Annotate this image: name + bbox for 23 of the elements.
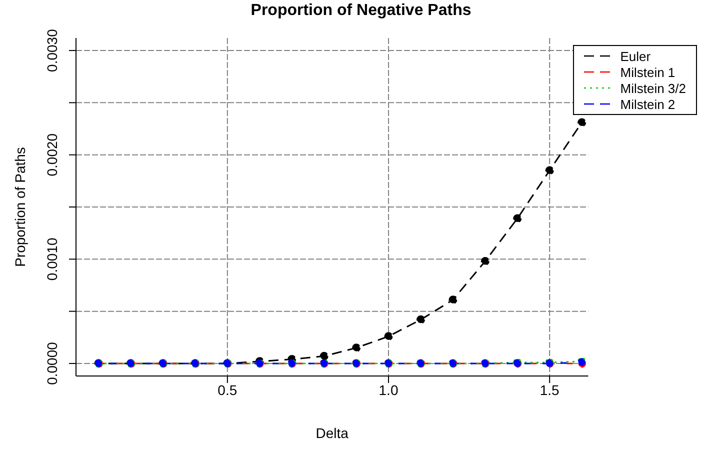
- legend-label: Milstein 1: [620, 64, 676, 80]
- y-tick-label: 0.0020: [44, 133, 60, 176]
- y-axis-title: Proportion of Paths: [12, 147, 28, 267]
- point: [480, 256, 490, 266]
- point: [352, 344, 361, 352]
- point: [384, 332, 393, 341]
- point: [545, 166, 554, 175]
- point: [448, 296, 458, 304]
- point: [513, 214, 522, 223]
- x-tick-label: 1.5: [540, 382, 560, 398]
- y-tick-label: 0.0010: [44, 238, 60, 281]
- legend-label: Milstein 2: [620, 96, 676, 112]
- x-axis-title: Delta: [316, 425, 349, 441]
- chart-title: Proportion of Negative Paths: [250, 2, 472, 20]
- x-tick-label: 0.5: [218, 382, 238, 398]
- x-tick-label: 1.0: [378, 382, 398, 398]
- point: [416, 315, 425, 324]
- legend-label: Milstein 3/2: [620, 80, 686, 96]
- legend-label: Euler: [620, 48, 651, 64]
- point: [320, 352, 328, 360]
- y-tick-label: 0.0030: [44, 28, 60, 72]
- y-tick-label: 0.0000: [44, 342, 60, 385]
- point: [578, 118, 586, 127]
